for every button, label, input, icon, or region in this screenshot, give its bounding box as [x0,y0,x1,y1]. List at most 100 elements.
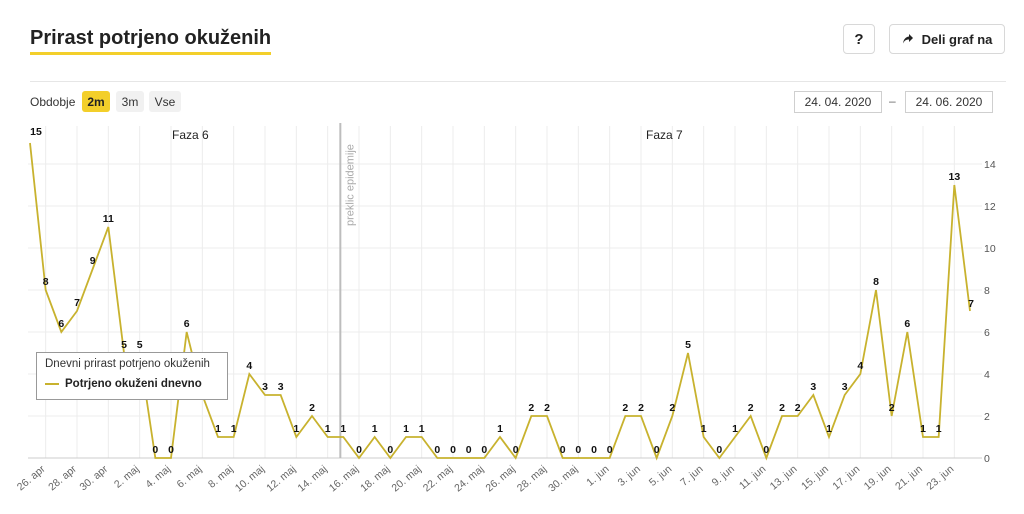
data-label: 4 [857,360,863,372]
data-label: 5 [137,339,143,351]
page-title: Prirast potrjeno okuženih [30,27,272,55]
x-tick-label: 19. jun [862,463,894,493]
legend-item[interactable]: Potrjeno okuženi dnevno [45,378,219,390]
data-label: 15 [30,126,42,138]
data-label: 0 [481,444,487,456]
data-label: 1 [231,423,237,435]
data-label: 0 [356,444,362,456]
date-to-input[interactable] [905,91,993,113]
data-label: 3 [262,381,268,393]
x-tick-label: 26. maj [484,463,518,494]
data-label: 2 [795,402,801,414]
data-label: 1 [215,423,221,435]
x-tick-label: 11. jun [737,463,768,492]
x-tick-label: 7. jun [678,463,706,489]
data-label: 6 [184,318,190,330]
data-label: 2 [669,402,675,414]
x-tick-label: 1. jun [584,463,612,489]
y-tick-label: 6 [984,327,990,339]
series-line-confirmed-daily [29,142,971,461]
data-label: 0 [450,444,456,456]
x-tick-label: 4. maj [143,463,173,491]
header-divider [30,81,1006,82]
help-button[interactable]: ? [843,24,875,54]
x-tick-label: 13. jun [768,463,800,493]
data-label: 2 [528,402,534,414]
x-tick-label: 20. maj [390,463,424,494]
data-label: 0 [575,444,581,456]
data-label: 0 [607,444,613,456]
x-tick-label: 10. maj [233,463,267,494]
x-tick-label: 28. maj [515,463,549,494]
data-label: 6 [904,318,910,330]
data-label: 2 [544,402,550,414]
data-label: 0 [763,444,769,456]
legend-swatch [45,383,59,385]
phase-6-label: Faza 6 [172,128,209,142]
x-tick-label: 9. jun [710,463,738,489]
x-tick-label: 16. maj [327,463,361,494]
share-arrow-icon [902,34,913,44]
data-label: 0 [716,444,722,456]
x-tick-label: 12. maj [264,463,298,494]
x-tick-label: 14. maj [296,463,330,494]
x-tick-label: 5. jun [647,463,675,489]
data-label: 3 [278,381,284,393]
data-label: 9 [90,255,96,267]
data-labels: 1586791155006311433121101011000010220000… [30,126,974,456]
x-tick-label: 2. maj [112,463,142,491]
share-button-label: Deli graf na [921,31,993,47]
epidemic-end-label: preklic epidemije [344,144,356,226]
period-label: Obdobje [30,95,76,109]
y-tick-label: 12 [984,201,996,213]
data-label: 0 [152,444,158,456]
data-label: 1 [732,423,738,435]
data-label: 0 [168,444,174,456]
chart-legend: Dnevni prirast potrjeno okuženih Potrjen… [36,352,228,400]
data-label: 2 [779,402,785,414]
data-label: 1 [497,423,503,435]
data-label: 11 [103,213,114,225]
x-tick-label: 18. maj [358,463,392,494]
y-tick-label: 0 [984,453,990,465]
share-button[interactable]: Deli graf na [889,24,1005,54]
y-tick-label: 2 [984,411,990,423]
period-3m-button[interactable]: 3m [116,91,144,112]
x-tick-label: 23. jun [924,463,956,493]
data-label: 1 [419,423,425,435]
data-label: 13 [948,171,960,183]
data-label: 0 [434,444,440,456]
data-label: 0 [466,444,472,456]
data-label: 1 [325,423,331,435]
y-tick-label: 8 [984,285,990,297]
period-2m-button[interactable]: 2m [82,91,110,112]
x-tick-label: 28. apr [46,463,79,494]
data-label: 0 [387,444,393,456]
data-label: 3 [810,381,816,393]
data-label: 1 [403,423,409,435]
chart-grid [28,126,982,459]
data-label: 2 [309,402,315,414]
data-label: 1 [936,423,942,435]
data-label: 1 [372,423,378,435]
date-from-input[interactable] [794,91,882,113]
y-tick-label: 10 [984,243,996,255]
x-tick-label: 21. jun [893,463,925,493]
data-label: 0 [591,444,597,456]
data-label: 0 [513,444,519,456]
y-axis-ticks: 0 2 4 6 8 10 12 14 [984,159,996,465]
x-tick-label: 6. maj [175,463,205,491]
period-all-button[interactable]: Vse [149,91,181,112]
x-tick-label: 30. maj [546,463,580,494]
data-label: 0 [560,444,566,456]
data-label: 6 [58,318,64,330]
legend-title: Dnevni prirast potrjeno okuženih [45,358,210,370]
x-tick-label: 8. maj [206,463,236,491]
data-label: 4 [246,360,252,372]
y-tick-label: 4 [984,369,990,381]
data-label: 2 [748,402,754,414]
x-tick-label: 30. apr [77,463,110,494]
data-label: 2 [638,402,644,414]
daily-cases-chart: Faza 6 preklic epidemije Faza 7 02468101… [15,123,996,495]
